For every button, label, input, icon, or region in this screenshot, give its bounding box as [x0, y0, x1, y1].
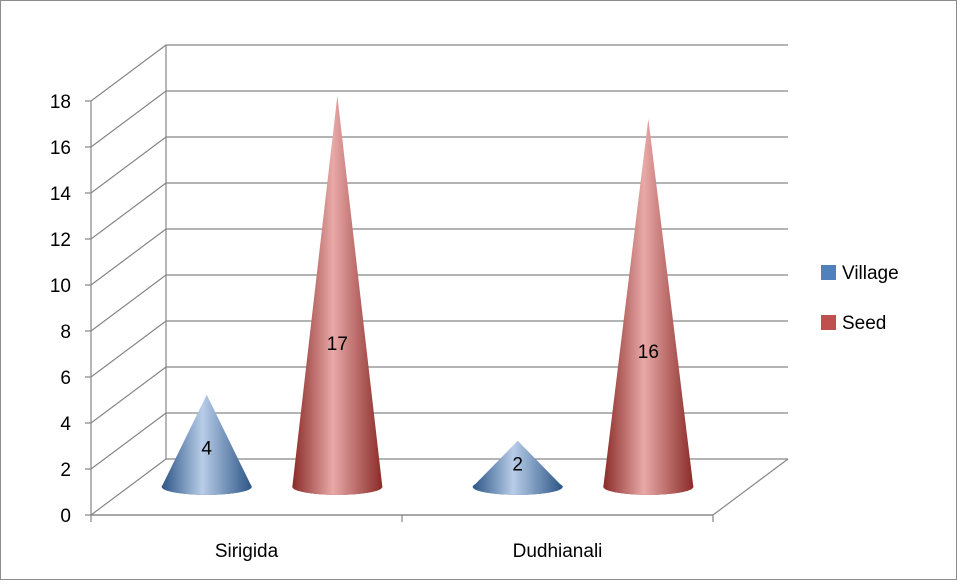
- gridline: [90, 182, 788, 240]
- y-axis: 0 2 4 6 8 10 12 14 16 18: [50, 92, 92, 527]
- gridline: [90, 228, 788, 286]
- data-label: 4: [201, 439, 212, 460]
- y-tick-label: 8: [60, 322, 71, 343]
- gridline: [90, 44, 788, 102]
- y-tick-label: 10: [50, 276, 71, 297]
- gridline: [90, 136, 788, 194]
- data-label: 16: [638, 342, 659, 363]
- gridline: [90, 274, 788, 332]
- y-tick-label: 12: [50, 230, 71, 251]
- x-tick-label: Sirigida: [215, 541, 279, 562]
- y-tick-label: 18: [50, 92, 71, 113]
- y-tick-label: 16: [50, 138, 71, 159]
- data-labels: 4 17 2 16: [201, 334, 658, 476]
- legend-swatch: [821, 315, 836, 330]
- legend-label: Village: [842, 263, 899, 284]
- gridline: [90, 458, 788, 516]
- gridline: [90, 366, 788, 424]
- cone-village: [472, 440, 563, 495]
- y-tick-label: 4: [60, 414, 71, 435]
- legend: Village Seed: [821, 263, 899, 334]
- data-label: 17: [327, 334, 348, 355]
- y-tick-label: 14: [50, 184, 72, 205]
- cones: [161, 95, 694, 495]
- legend-swatch: [821, 265, 836, 280]
- cone-seed: [292, 95, 383, 495]
- gridlines: [90, 44, 788, 516]
- cone-seed: [603, 118, 694, 495]
- x-tick-label: Dudhianali: [513, 541, 603, 562]
- y-tick-label: 2: [60, 460, 71, 481]
- gridline: [90, 320, 788, 378]
- cone-village: [161, 394, 252, 495]
- y-tick-label: 0: [60, 506, 71, 527]
- x-axis: Sirigida Dudhianali: [90, 514, 714, 562]
- gridline: [90, 90, 788, 148]
- y-tick-label: 6: [60, 368, 71, 389]
- data-label: 2: [512, 455, 523, 476]
- legend-label: Seed: [842, 313, 886, 334]
- gridline: [90, 412, 788, 470]
